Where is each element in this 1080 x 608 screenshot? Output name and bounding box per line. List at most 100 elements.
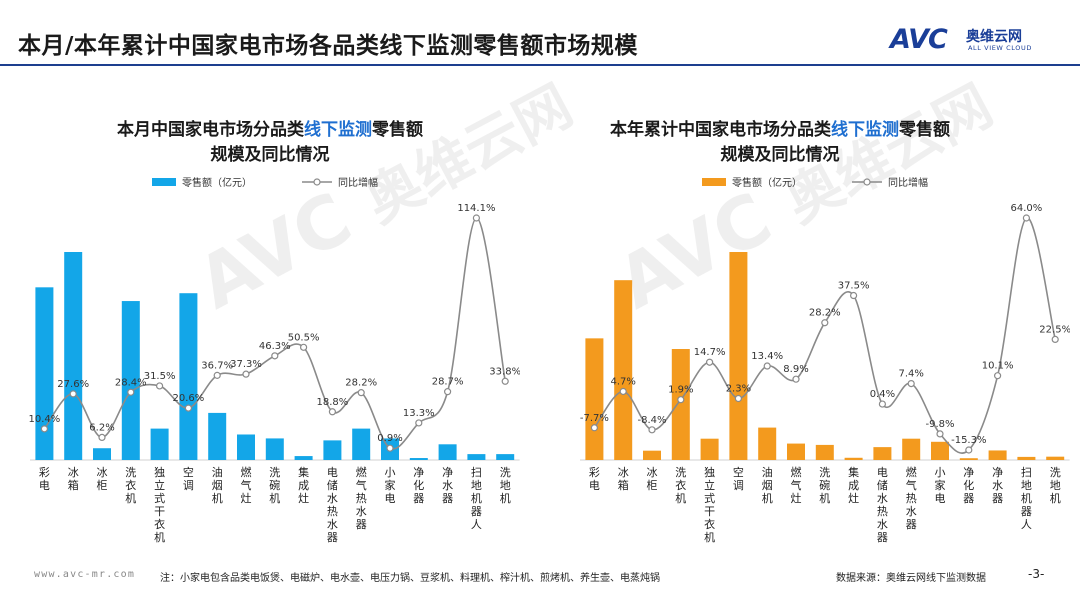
footer-source: 数据来源：奥维云网线下监测数据 [836,573,986,584]
growth-label: 33.8% [489,366,520,377]
legend-line-label: 同比增幅 [888,176,928,189]
growth-point [40,425,48,433]
growth-point [763,362,771,370]
category-label: 扫地机器人 [1021,466,1032,531]
growth-label: 20.6% [173,393,205,404]
category-label: 空调 [183,465,194,492]
category-label: 电储水热水器 [877,466,888,544]
category-label: 油烟机 [762,465,773,505]
bar [237,434,255,460]
bar [931,441,949,460]
growth-point [415,419,423,427]
growth-point [300,343,308,351]
growth-point [965,446,973,454]
bar [150,428,169,460]
category-label: 燃气灶 [241,465,252,505]
category-label: 冰柜 [647,466,658,492]
bar [1046,456,1065,460]
category-label: 冰柜 [97,466,108,492]
growth-point [878,400,886,408]
growth-label: 28.7% [432,377,464,388]
growth-point [677,396,685,404]
growth-label: 50.5% [288,332,320,343]
growth-label: 22.5% [1039,324,1070,335]
bar [265,438,284,460]
category-label: 彩电 [589,466,600,492]
title-part: 零售额 [372,120,423,140]
category-label: 电储水热水器 [327,466,338,544]
growth-point [1051,335,1059,344]
bar [787,443,805,460]
legend-bar-label: 零售额（亿元） [182,176,252,189]
category-label: 空调 [733,465,744,492]
growth-label: 10.4% [29,414,61,425]
bar [988,450,1007,460]
category-label: 集成灶 [848,465,859,505]
bar-series [35,252,515,460]
bar [758,427,777,460]
bar [352,428,371,460]
growth-label: 28.2% [345,378,377,389]
bar [614,280,633,460]
bar [729,252,748,460]
header-divider [0,64,1080,66]
category-label: 小家电 [385,466,396,505]
bar-series [585,252,1065,460]
growth-label: -9.8% [925,419,954,430]
growth-label: 36.7% [201,360,233,371]
growth-label: 28.2% [809,308,841,319]
bar [294,456,313,460]
growth-point [1022,214,1030,222]
growth-label: 37.5% [838,281,870,292]
bar [323,440,342,460]
bar [902,438,921,460]
title-line2: 规模及同比情况 [210,145,330,165]
legend: 零售额（亿元） 同比增幅 [152,176,378,189]
category-label: 扫地机器人 [471,466,482,531]
bar [179,293,198,460]
category-label: 洗碗机 [269,466,280,505]
growth-label: 8.9% [783,364,808,375]
growth-label: 31.5% [144,371,176,382]
growth-point [734,394,742,403]
category-label: 冰箱 [618,466,629,492]
title-part: 零售额 [899,120,950,140]
growth-point [213,371,221,379]
bar [208,412,227,460]
growth-point [472,214,480,222]
growth-label: 0.9% [377,433,402,444]
growth-label: -7.7% [580,413,609,424]
growth-point [242,370,250,378]
bar [121,301,140,460]
growth-point [648,426,656,434]
line-series: -7.7% 4.7% -8.4% 1.9% 14.7% 2.3% 13.4%8.9% 28.2… [580,203,1070,454]
growth-label: 4.7% [610,376,635,387]
bar [496,454,515,460]
growth-point [821,319,829,327]
growth-point [69,390,77,398]
growth-point [501,377,509,385]
category-label: 洗衣机 [125,466,136,505]
legend-line-marker [863,178,871,186]
growth-point [590,424,598,432]
bar [1017,456,1036,460]
bar [467,454,486,460]
growth-label: 10.1% [982,361,1014,372]
bar [409,458,428,460]
footer-note: 注：小家电包含品类电饭煲、电磁炉、电水壶、电压力锅、豆浆机、料理机、榨汁机、煎烤… [160,573,660,584]
page-title: 本月/本年累计中国家电市场各品类线下监测零售额市场规模 [18,33,638,59]
growth-point [907,379,915,388]
bar [959,458,978,460]
category-label: 净水器 [442,465,453,505]
footer-url[interactable]: www.avc-mr.com [34,569,136,580]
brand-logo: AVC 奥维云网 ALL VIEW CLOUD [890,24,1060,58]
growth-label: 1.9% [668,385,693,396]
page-number: -3- [1028,567,1045,581]
title-part: 本年累计中国家电市场分品类 [610,120,831,140]
growth-label: -15.3% [951,435,986,446]
growth-point [98,433,106,441]
growth-point [619,387,627,396]
growth-label: 6.2% [89,422,114,433]
growth-point [357,389,365,397]
